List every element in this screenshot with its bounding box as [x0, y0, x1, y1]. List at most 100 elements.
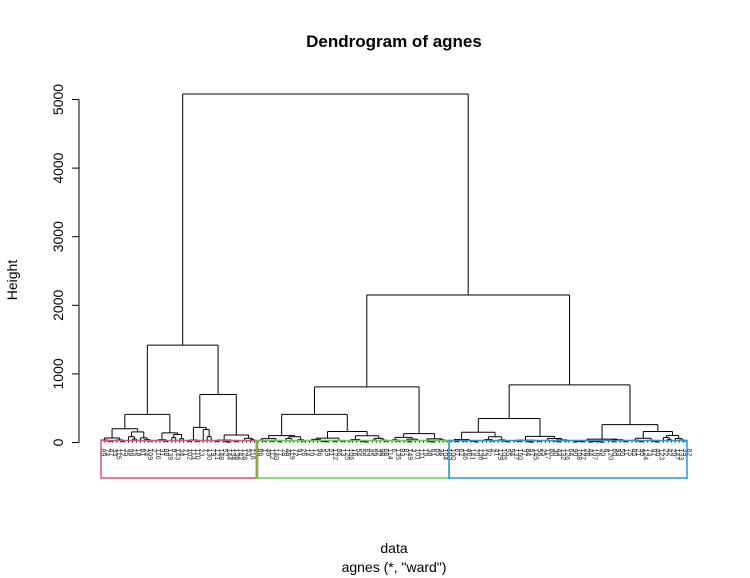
- leaf-label: 89: [99, 449, 106, 457]
- leaf-label: 39: [681, 449, 688, 457]
- leaf-label: 1: [260, 449, 267, 453]
- leaf-label: 96: [315, 449, 322, 457]
- leaf-label: 115: [115, 449, 122, 460]
- leaf-label: 71: [182, 449, 189, 457]
- leaf-label: 74: [103, 449, 110, 457]
- leaf-label: 46: [465, 449, 472, 457]
- leaf-labels: 8974473311512359915188124109211631881399…: [99, 449, 692, 461]
- leaf-label: 52: [221, 449, 228, 457]
- leaf-label: 58: [536, 449, 543, 457]
- leaf-label: 64: [567, 449, 574, 457]
- leaf-label: 44: [587, 449, 594, 457]
- leaf-label: 123: [657, 449, 664, 461]
- leaf-label: 102: [186, 449, 193, 461]
- y-axis-label: Height: [4, 260, 20, 301]
- leaf-label: 95: [638, 449, 645, 457]
- leaf-label: 113: [189, 449, 196, 460]
- y-tick-label: 3000: [50, 221, 66, 252]
- y-tick-label: 0: [50, 438, 66, 446]
- leaf-label: 4: [488, 449, 495, 453]
- leaf-label: 139: [166, 449, 173, 461]
- leaf-label: 66: [256, 449, 263, 457]
- leaf-label: 131: [480, 449, 487, 461]
- leaf-label: 143: [174, 449, 181, 461]
- leaf-label: 122: [331, 449, 338, 461]
- leaf-label: 138: [233, 449, 240, 461]
- leaf-label: 40: [654, 449, 661, 457]
- leaf-label: 14: [304, 449, 311, 457]
- leaf-label: 63: [363, 449, 370, 457]
- leaf-label: 106: [347, 449, 354, 461]
- leaf-label: 107: [591, 449, 598, 461]
- leaf-label: 49: [264, 449, 271, 457]
- leaf-label: 50: [618, 449, 625, 457]
- leaf-label: 105: [500, 449, 507, 461]
- leaf-label: 83: [398, 449, 405, 457]
- cluster-box: [448, 439, 688, 479]
- x-axis-label: data: [380, 540, 407, 556]
- leaf-label: 94: [508, 449, 515, 457]
- leaf-label: 41: [492, 449, 499, 457]
- leaf-label: 111: [418, 449, 425, 460]
- leaf-label: 30: [551, 449, 558, 457]
- leaf-label: 43: [555, 449, 562, 457]
- leaf-label: 34: [178, 449, 185, 457]
- leaf-label: 25: [539, 449, 546, 457]
- leaf-label: 72: [292, 449, 299, 457]
- leaf-label: 3: [410, 449, 417, 453]
- y-tick-label: 5000: [50, 84, 66, 115]
- leaf-label: 121: [213, 449, 220, 461]
- leaf-label: 88: [162, 449, 169, 457]
- leaf-label: 98: [378, 449, 385, 457]
- chart-title: Dendrogram of agnes: [306, 32, 482, 51]
- leaf-label: 134: [229, 449, 236, 461]
- leaf-label: 57: [528, 449, 535, 457]
- leaf-label: 31: [158, 449, 165, 457]
- leaf-label: 81: [138, 449, 145, 457]
- leaf-label: 38: [425, 449, 432, 457]
- leaf-label: 84: [524, 449, 531, 457]
- leaf-label: 42: [665, 449, 672, 457]
- leaf-label: 47: [107, 449, 114, 457]
- leaf-label: 23: [197, 449, 204, 457]
- leaf-label: 125: [343, 449, 350, 461]
- leaf-label: 97: [650, 449, 657, 457]
- leaf-label: 6: [390, 449, 397, 453]
- leaf-label: 136: [477, 449, 484, 461]
- leaf-label: 11: [622, 449, 629, 456]
- leaf-label: 7: [201, 449, 208, 453]
- leaf-label: 145: [532, 449, 539, 461]
- leaf-label: 67: [453, 449, 460, 457]
- leaf-label: 124: [642, 449, 649, 461]
- leaf-label: 79: [209, 449, 216, 457]
- leaf-label: 28: [583, 449, 590, 457]
- leaf-label: 92: [484, 449, 491, 457]
- leaf-label: 62: [457, 449, 464, 457]
- leaf-label: 35: [123, 449, 130, 457]
- leaf-label: 21: [634, 449, 641, 457]
- leaf-label: 130: [205, 449, 212, 461]
- leaf-label: 20: [598, 449, 605, 457]
- leaf-label: 117: [543, 449, 550, 460]
- leaf-label: 19: [421, 449, 428, 457]
- y-tick-label: 2000: [50, 290, 66, 321]
- leaf-label: 120: [606, 449, 613, 461]
- leaf-label: 87: [402, 449, 409, 457]
- leaf-label: 86: [335, 449, 342, 457]
- leaf-label: 148: [217, 449, 224, 461]
- leaf-label: 140: [272, 449, 279, 461]
- leaf-label: 56: [359, 449, 366, 457]
- leaf-label: 2: [150, 449, 157, 453]
- leaf-label: 77: [276, 449, 283, 457]
- leaf-label: 5: [319, 449, 326, 453]
- leaf-label: 78: [280, 449, 287, 457]
- leaf-label: 104: [441, 449, 448, 461]
- leaf-label: 15: [130, 449, 137, 457]
- leaf-label: 9: [170, 449, 177, 453]
- dendrogram-tree: [100, 93, 688, 443]
- leaf-label: 12: [119, 449, 126, 457]
- leaf-label: 112: [268, 449, 275, 460]
- leaf-label: 51: [327, 449, 334, 457]
- leaf-label: 129: [496, 449, 503, 461]
- leaf-label: 90: [571, 449, 578, 457]
